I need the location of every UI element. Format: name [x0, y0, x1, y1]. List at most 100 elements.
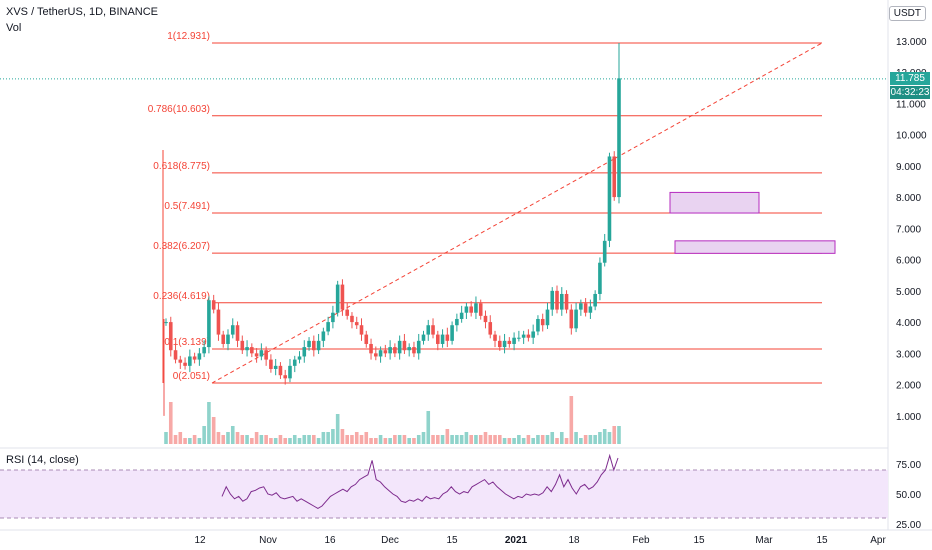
volume-bar [540, 435, 545, 444]
candle-body [555, 290, 559, 310]
volume-bar [354, 432, 359, 444]
candle-body [197, 353, 202, 360]
candle-body [283, 375, 288, 379]
candle-body [559, 293, 564, 310]
candle-body [488, 322, 493, 335]
fib-level-label: 0.618(8.775) [153, 161, 210, 172]
volume-bar [364, 432, 369, 444]
rsi-tick: 50.00 [896, 490, 921, 501]
candle-body [440, 334, 445, 344]
volume-bar [502, 438, 507, 444]
price-tick: 13.000 [896, 37, 927, 48]
volume-bar [421, 432, 426, 444]
candle-body [450, 325, 454, 341]
volume-bar [598, 432, 602, 444]
volume-bar [326, 432, 330, 444]
volume-bar [168, 402, 173, 444]
candle-body [250, 347, 254, 354]
volume-bar [259, 435, 264, 444]
volume-bar [579, 438, 583, 444]
time-tick: Nov [259, 535, 277, 546]
fib-level-label: 0.236(4.619) [153, 291, 210, 302]
candle-body [359, 325, 364, 335]
volume-bar [207, 402, 211, 444]
volume-bar [412, 438, 416, 444]
candle-body [426, 325, 431, 335]
candle-body [307, 340, 311, 348]
candle-body [507, 340, 512, 344]
candle-body [264, 350, 268, 360]
candle-body [512, 337, 516, 344]
volume-bar [283, 438, 288, 444]
volume-bar [512, 438, 516, 444]
candle-body [545, 309, 550, 326]
candle-body [407, 347, 411, 351]
volume-bar [197, 438, 202, 444]
volume-bar [221, 435, 226, 444]
candle-body [579, 303, 583, 310]
candle-body [240, 340, 245, 351]
volume-bar [569, 396, 574, 444]
volume-bar [612, 426, 617, 444]
support-zone-box [674, 240, 836, 254]
volume-bar [235, 432, 240, 444]
candle-body [292, 359, 297, 366]
candle-body [517, 337, 521, 339]
rsi-tick: 25.00 [896, 520, 921, 531]
candle-body [540, 318, 545, 326]
candle-body [350, 315, 354, 323]
candle-body [593, 293, 597, 307]
volume-bar [331, 429, 335, 444]
volume-bar [402, 435, 407, 444]
volume-bar [240, 435, 245, 444]
volume-label: Vol [6, 22, 22, 34]
candle-body [345, 309, 349, 316]
time-tick: 18 [568, 535, 580, 546]
candle-body [583, 303, 588, 313]
volume-bar [273, 438, 278, 444]
volume-bar [583, 435, 588, 444]
volume-bar [164, 432, 168, 444]
price-tick: 10.000 [896, 131, 927, 142]
fib-level-label: 0.5(7.491) [164, 201, 210, 212]
volume-bar [564, 438, 569, 444]
volume-bar [288, 438, 292, 444]
candle-body [207, 300, 211, 348]
candle-body [497, 340, 502, 348]
candle-body [297, 356, 302, 360]
candle-body [445, 334, 450, 341]
volume-bar [230, 426, 235, 444]
volume-bar [478, 435, 483, 444]
candle-body [216, 309, 221, 335]
candle-body [221, 334, 226, 344]
volume-bar [359, 435, 364, 444]
candle-body [378, 350, 383, 357]
candle-body [235, 325, 240, 341]
volume-bar [316, 438, 321, 444]
candle-body [483, 315, 488, 323]
volume-bar [216, 432, 221, 444]
volume-bar [445, 429, 450, 444]
time-tick: 15 [816, 535, 828, 546]
volume-bar [607, 432, 612, 444]
volume-bar [436, 435, 440, 444]
time-tick: 2021 [505, 535, 528, 546]
volume-bar [302, 435, 307, 444]
candle-body [602, 240, 607, 263]
candle-body [493, 334, 497, 341]
volume-bar [297, 438, 302, 444]
candle-body [383, 350, 388, 354]
volume-bar [440, 435, 445, 444]
volume-bar [254, 432, 259, 444]
candle-body [269, 359, 273, 369]
volume-bar [211, 417, 216, 444]
candle-body [455, 318, 459, 326]
candle-body [531, 331, 535, 338]
price-tick: 1.000 [896, 412, 921, 423]
volume-bar [269, 438, 273, 444]
currency-button[interactable]: USDT [888, 6, 926, 21]
fib-level-label: 0.786(10.603) [148, 104, 210, 115]
volume-bar [202, 426, 206, 444]
support-zone-box [669, 191, 760, 214]
